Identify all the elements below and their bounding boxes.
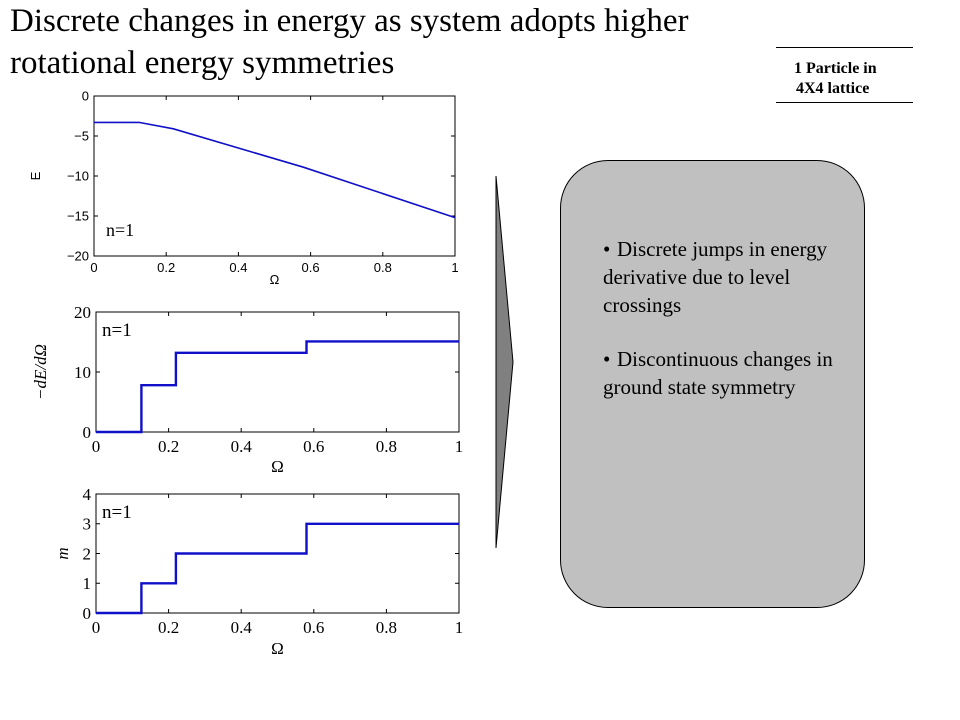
y-tick-label: −10 xyxy=(67,169,89,184)
energy-chart: 0 0.2 0.4 0.6 0.8 1 0 −5 −10 −15 −20 Ω En=1 xyxy=(28,89,459,287)
y-tick-label: 2 xyxy=(83,544,92,563)
x-tick-label: 0 xyxy=(90,260,97,275)
x-tick-label: 0.4 xyxy=(231,618,253,637)
y-tick-label: 0 xyxy=(83,604,92,623)
x-tick-label: 0.8 xyxy=(374,260,392,275)
callout-box: • Discrete jumps in energy derivative due… xyxy=(560,160,865,608)
y-tick-label: 0 xyxy=(83,423,92,442)
x-tick-label: 0.2 xyxy=(157,260,175,275)
y-axis-label: E xyxy=(28,171,43,180)
angular-momentum-chart: 0 0.2 0.4 0.6 0.8 1 0 1 2 3 4 Ωm n=1 xyxy=(53,485,464,658)
y-tick-label: 10 xyxy=(74,363,91,382)
y-tick-label: −20 xyxy=(67,249,89,264)
x-tick-label: 0.4 xyxy=(231,437,253,456)
callout-bullet: • Discrete jumps in energy derivative due… xyxy=(603,237,828,317)
chart-annotation: n=1 xyxy=(102,502,132,523)
x-tick-label: 1 xyxy=(455,437,464,456)
x-tick-label: 0.6 xyxy=(302,260,320,275)
callout-list: • Discrete jumps in energy derivative due… xyxy=(603,235,848,427)
data-series-line xyxy=(94,121,456,219)
system-tag-line2: 4X4 lattice xyxy=(796,80,870,97)
chart-annotation: n=1 xyxy=(106,220,134,240)
x-tick-label: 1 xyxy=(455,618,464,637)
y-tick-label: −5 xyxy=(74,129,89,144)
y-tick-label: 3 xyxy=(83,515,92,534)
callout-bullet: • Discontinuous changes in ground state s… xyxy=(603,347,833,399)
system-tag-line1: 1 Particle in xyxy=(794,60,877,77)
x-tick-label: 0.2 xyxy=(158,437,179,456)
x-tick-label: 0 xyxy=(92,618,101,637)
y-axis-label: m xyxy=(53,547,72,559)
callout-bullet-text: Discrete jumps in energy derivative due … xyxy=(603,237,828,317)
x-tick-label: 0.8 xyxy=(376,618,397,637)
x-tick-label: 0.4 xyxy=(229,260,247,275)
y-tick-label: 1 xyxy=(83,574,92,593)
chevron-arrow-icon xyxy=(495,176,514,548)
data-series-line xyxy=(96,522,459,615)
x-axis-label: Ω xyxy=(271,457,284,476)
x-tick-label: 0.2 xyxy=(158,618,179,637)
y-tick-label: 4 xyxy=(83,485,92,504)
x-axis-label: Ω xyxy=(270,272,280,287)
y-tick-label: −15 xyxy=(67,209,89,224)
y-axis-label: −dE/dΩ xyxy=(31,344,50,400)
plot-frame xyxy=(95,311,460,433)
x-tick-label: 0.6 xyxy=(303,437,324,456)
plot-frame xyxy=(93,95,456,257)
slide-title: Discrete changes in energy as system ado… xyxy=(10,3,689,81)
x-tick-label: 0.8 xyxy=(376,437,397,456)
y-tick-label: 20 xyxy=(74,303,91,322)
chart-annotation: n=1 xyxy=(102,320,132,341)
x-tick-label: 0.6 xyxy=(303,618,324,637)
data-series-line xyxy=(96,340,459,434)
y-tick-label: 0 xyxy=(82,89,89,104)
x-tick-label: 1 xyxy=(451,260,458,275)
callout-bullet-text: Discontinuous changes in ground state sy… xyxy=(603,347,833,399)
x-axis-label: Ω xyxy=(271,639,284,658)
system-tag: 1 Particle in 4X4 lattice xyxy=(776,47,913,103)
x-tick-label: 0 xyxy=(92,437,101,456)
